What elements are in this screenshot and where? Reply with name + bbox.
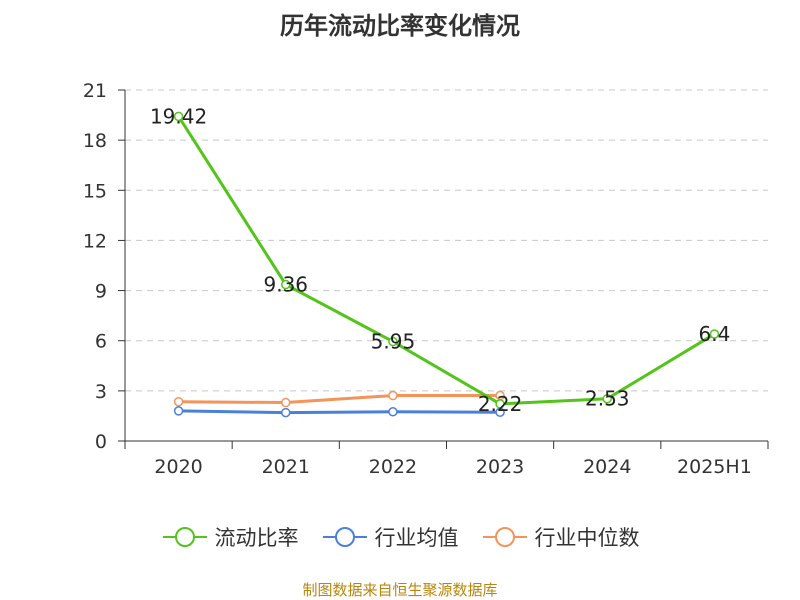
data-point-0 xyxy=(495,399,505,409)
data-point-0 xyxy=(602,393,612,404)
legend-item-industry-median[interactable]: 行业中位数 xyxy=(481,522,640,552)
data-point-2 xyxy=(388,390,398,401)
data-point-0 xyxy=(173,111,184,122)
x-tick-label: 2023 xyxy=(476,456,524,478)
legend: 流动比率 行业均值 行业中位数 xyxy=(0,522,800,552)
x-tick-label: 2021 xyxy=(262,456,310,478)
data-source-note: 制图数据来自恒生聚源数据库 xyxy=(302,581,498,599)
data-point-0 xyxy=(709,329,720,339)
legend-label-industry-median: 行业中位数 xyxy=(534,526,640,550)
y-tick-label: 18 xyxy=(83,130,107,152)
series-line-1 xyxy=(178,409,501,415)
legend-item-current-ratio[interactable]: 流动比率 xyxy=(161,522,299,552)
data-label: 2.22 xyxy=(478,392,523,416)
x-tick-label: 2025H1 xyxy=(677,456,752,478)
legend-item-industry-mean[interactable]: 行业均值 xyxy=(321,522,459,552)
data-label: 9.36 xyxy=(263,273,308,297)
data-label: 19.42 xyxy=(150,104,207,128)
x-tick-label: 2022 xyxy=(369,456,417,478)
data-point-0 xyxy=(281,279,291,290)
y-tick-label: 6 xyxy=(95,331,107,353)
series-line-0 xyxy=(177,115,716,406)
data-point-1 xyxy=(388,407,398,417)
legend-label-industry-mean: 行业均值 xyxy=(374,526,459,550)
data-point-2 xyxy=(281,397,291,408)
y-tick-label: 21 xyxy=(83,80,107,102)
y-tick-label: 3 xyxy=(95,381,107,403)
legend-label-current-ratio: 流动比率 xyxy=(214,526,299,550)
legend-marker-industry-median xyxy=(482,527,527,547)
data-point-2 xyxy=(173,396,184,407)
y-tick-label: 15 xyxy=(83,180,107,202)
data-point-0 xyxy=(388,336,398,347)
x-tick-label: 2020 xyxy=(154,456,202,478)
x-tick-label: 2024 xyxy=(583,456,631,478)
y-tick-label: 0 xyxy=(95,431,107,453)
data-point-1 xyxy=(281,407,291,418)
y-tick-label: 12 xyxy=(83,230,107,252)
chart-title: 历年流动比率变化情况 xyxy=(280,12,520,40)
data-label: 5.95 xyxy=(371,330,416,354)
y-tick-label: 9 xyxy=(95,281,107,303)
legend-marker-industry-mean xyxy=(322,527,367,547)
data-label: 2.53 xyxy=(585,387,630,411)
legend-marker-current-ratio xyxy=(162,527,207,547)
data-label: 6.4 xyxy=(699,322,731,346)
series-line-2 xyxy=(178,394,501,405)
data-point-1 xyxy=(173,406,184,416)
